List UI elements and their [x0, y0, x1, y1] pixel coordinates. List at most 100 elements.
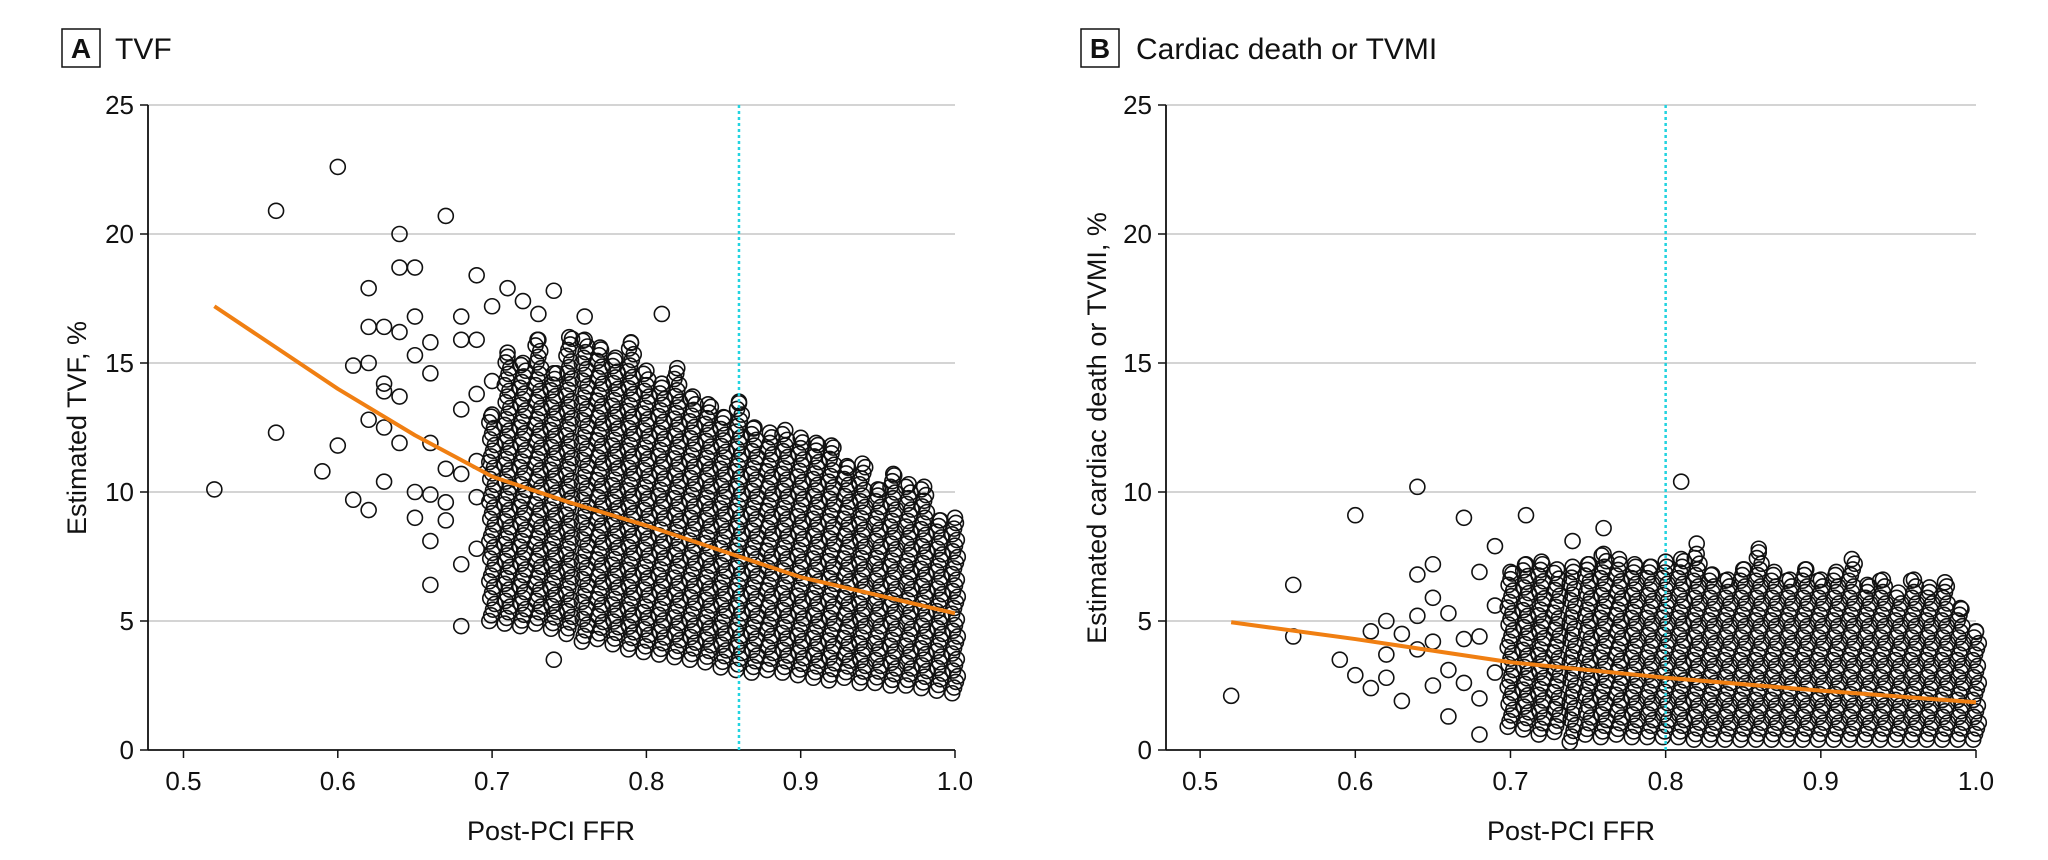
- x-tick-label: 0.7: [474, 766, 510, 796]
- scatter-point: [897, 478, 915, 496]
- scatter-point: [934, 665, 951, 682]
- scatter-point: [809, 476, 827, 494]
- scatter-point: [1378, 612, 1395, 630]
- scatter-point: [406, 308, 424, 325]
- scatter-point: [639, 530, 657, 547]
- scatter-point: [763, 508, 780, 526]
- scatter-point: [1674, 694, 1692, 712]
- scatter-point: [1504, 701, 1522, 719]
- scatter-point: [468, 385, 485, 403]
- scatter-point: [1613, 629, 1631, 647]
- scatter-point: [795, 610, 812, 627]
- x-tick-label: 1.0: [1958, 766, 1994, 796]
- panel-letter-box: [61, 28, 101, 68]
- scatter-point: [1970, 714, 1988, 731]
- x-tick-label: 1.0: [937, 766, 973, 796]
- scatter-point: [314, 463, 331, 480]
- scatter-point: [1455, 674, 1473, 692]
- scatter-point: [1566, 699, 1583, 717]
- scatter-point: [1734, 561, 1752, 578]
- scatter-point: [810, 493, 828, 511]
- scatter-point: [1641, 558, 1659, 576]
- scatter-point: [514, 354, 532, 372]
- scatter-point: [640, 467, 658, 485]
- scatter-point: [656, 510, 673, 527]
- scatter-point: [391, 388, 408, 405]
- scatter-point: [718, 642, 735, 659]
- scatter-point: [483, 297, 501, 315]
- scatter-point: [452, 401, 470, 418]
- scatter-point: [949, 588, 967, 606]
- scatter-point: [437, 460, 455, 478]
- scatter-point: [452, 465, 470, 483]
- scatter-point: [1675, 632, 1693, 649]
- scatter-point: [810, 533, 828, 550]
- scatter-point: [1969, 657, 1987, 675]
- scatter-point: [717, 466, 734, 483]
- scatter-point: [1626, 555, 1643, 573]
- scatter-point: [1548, 561, 1566, 578]
- y-tick-label: 10: [1123, 477, 1152, 507]
- scatter-point: [486, 555, 504, 573]
- scatter-point: [1455, 630, 1473, 648]
- scatter-point: [1567, 637, 1584, 655]
- scatter-point: [1952, 599, 1969, 617]
- y-tick-label: 15: [1123, 348, 1152, 378]
- panel-b: B Cardiac death or TVMI Post-PCI FFR Est…: [1080, 28, 1994, 846]
- scatter-point: [948, 611, 966, 628]
- scatter-point: [949, 667, 967, 685]
- scatter-point: [933, 648, 950, 665]
- scatter-point: [502, 518, 519, 536]
- scatter-point: [531, 342, 549, 360]
- scatter-point: [778, 471, 796, 488]
- scatter-point: [778, 511, 796, 528]
- scatter-point: [1612, 572, 1630, 590]
- scatter-point: [640, 388, 658, 405]
- scatter-point: [655, 612, 672, 629]
- scatter-point: [809, 635, 827, 653]
- scatter-point: [422, 486, 439, 503]
- scatter-point: [686, 577, 703, 595]
- scatter-point: [1613, 709, 1631, 726]
- scatter-point: [624, 408, 642, 425]
- scatter-point: [452, 308, 470, 325]
- scatter-point: [1595, 545, 1612, 563]
- scatter-point: [733, 485, 751, 503]
- scatter-point: [1455, 509, 1473, 527]
- scatter-point: [733, 604, 751, 622]
- scatter-point: [918, 583, 936, 600]
- scatter-point: [718, 602, 735, 619]
- scatter-point: [656, 589, 673, 607]
- scatter-point: [437, 207, 455, 225]
- scatter-point: [437, 512, 455, 529]
- scatter-point: [625, 544, 643, 562]
- scatter-point: [1581, 612, 1599, 630]
- scatter-point: [933, 529, 950, 546]
- scatter-point: [655, 572, 672, 590]
- scatter-point: [501, 501, 518, 519]
- scatter-point: [809, 436, 827, 454]
- scatter-point: [949, 628, 967, 645]
- scatter-point: [1440, 708, 1457, 725]
- scatter-point: [1581, 572, 1599, 590]
- scatter-point: [671, 592, 689, 609]
- scatter-point: [948, 531, 966, 549]
- scatter-point: [682, 390, 700, 407]
- scatter-point: [625, 425, 643, 442]
- y-axis-title: Estimated TVF, %: [62, 321, 92, 535]
- scatter-point: [624, 487, 642, 505]
- trend-line: [213, 304, 956, 616]
- scatter-point: [344, 491, 362, 509]
- scatter-point: [653, 379, 671, 397]
- scatter-point: [1550, 689, 1568, 707]
- scatter-point: [625, 465, 643, 482]
- scatter-point: [640, 507, 658, 525]
- scatter-point: [810, 652, 828, 670]
- scatter-point: [948, 571, 966, 589]
- scatter-point: [686, 498, 703, 515]
- scatter-point: [624, 527, 642, 545]
- scatter-point: [1504, 565, 1521, 582]
- scatter-point: [670, 495, 688, 513]
- panel-title: Cardiac death or TVMI: [1136, 33, 1437, 66]
- scatter-point: [732, 468, 750, 486]
